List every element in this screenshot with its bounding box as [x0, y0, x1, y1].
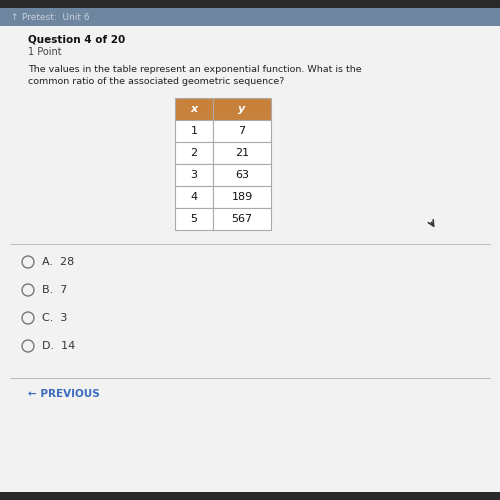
Bar — [213, 98, 271, 120]
Bar — [175, 98, 213, 120]
Text: 189: 189 — [232, 192, 252, 202]
Text: common ratio of the associated geometric sequence?: common ratio of the associated geometric… — [28, 78, 284, 86]
Text: A.  28: A. 28 — [42, 257, 74, 267]
Text: C.  3: C. 3 — [42, 313, 68, 323]
Bar — [0, 0, 500, 8]
Text: ← PREVIOUS: ← PREVIOUS — [28, 389, 100, 399]
Bar — [213, 142, 271, 164]
Bar — [213, 208, 271, 230]
Text: 21: 21 — [235, 148, 249, 158]
Text: 567: 567 — [232, 214, 252, 224]
Text: 3: 3 — [190, 170, 198, 180]
Text: 4: 4 — [190, 192, 198, 202]
Text: x: x — [190, 104, 198, 114]
Bar — [213, 120, 271, 142]
Bar — [0, 8, 500, 26]
Bar — [175, 186, 213, 208]
Text: 1: 1 — [190, 126, 198, 136]
Bar — [175, 120, 213, 142]
Text: 7: 7 — [238, 126, 246, 136]
Bar — [213, 186, 271, 208]
Bar — [0, 492, 500, 500]
Text: y: y — [238, 104, 246, 114]
Bar — [175, 208, 213, 230]
Text: Pretest:  Unit 6: Pretest: Unit 6 — [22, 12, 90, 22]
Text: ↑: ↑ — [10, 12, 18, 22]
Text: 1 Point: 1 Point — [28, 47, 62, 57]
Bar — [175, 142, 213, 164]
Text: Question 4 of 20: Question 4 of 20 — [28, 35, 125, 45]
Text: B.  7: B. 7 — [42, 285, 68, 295]
Bar — [213, 164, 271, 186]
Text: D.  14: D. 14 — [42, 341, 75, 351]
Text: The values in the table represent an exponential function. What is the: The values in the table represent an exp… — [28, 66, 361, 74]
Text: 2: 2 — [190, 148, 198, 158]
Text: 5: 5 — [190, 214, 198, 224]
Bar — [175, 164, 213, 186]
Text: 63: 63 — [235, 170, 249, 180]
